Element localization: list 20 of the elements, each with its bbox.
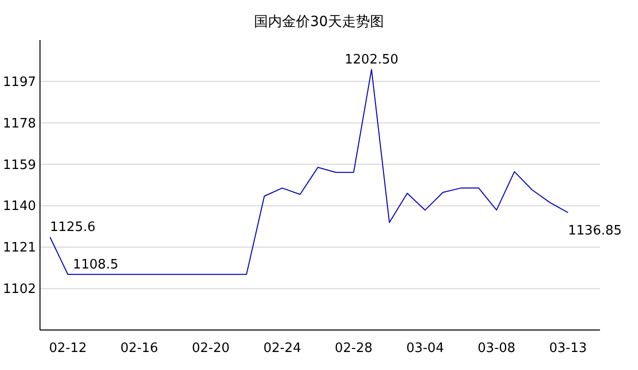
chart-title: 国内金价30天走势图: [254, 14, 384, 30]
data-label: 1108.5: [72, 257, 118, 272]
y-tick-label: 1121: [2, 240, 36, 256]
x-tick-label: 03-13: [549, 341, 587, 356]
y-tick-label: 1178: [2, 116, 36, 132]
data-label: 1202.50: [344, 52, 398, 68]
x-tick-label: 03-08: [478, 341, 516, 356]
y-tick-label: 1197: [2, 74, 36, 90]
line-series: [50, 68, 568, 275]
data-label: 1125.6: [50, 220, 96, 236]
y-tick-label: 1159: [2, 158, 36, 173]
x-tick-label: 02-20: [192, 341, 230, 356]
y-tick-label: 1102: [2, 282, 36, 298]
x-tick-label: 02-16: [120, 341, 158, 356]
x-tick-label: 02-28: [334, 341, 373, 356]
x-tick-label: 03-04: [406, 341, 444, 356]
y-tick-label: 1140: [2, 199, 36, 214]
data-label: 1136.85: [568, 224, 622, 239]
x-tick-label: 02-12: [48, 341, 87, 356]
x-tick-label: 02-24: [263, 341, 302, 356]
